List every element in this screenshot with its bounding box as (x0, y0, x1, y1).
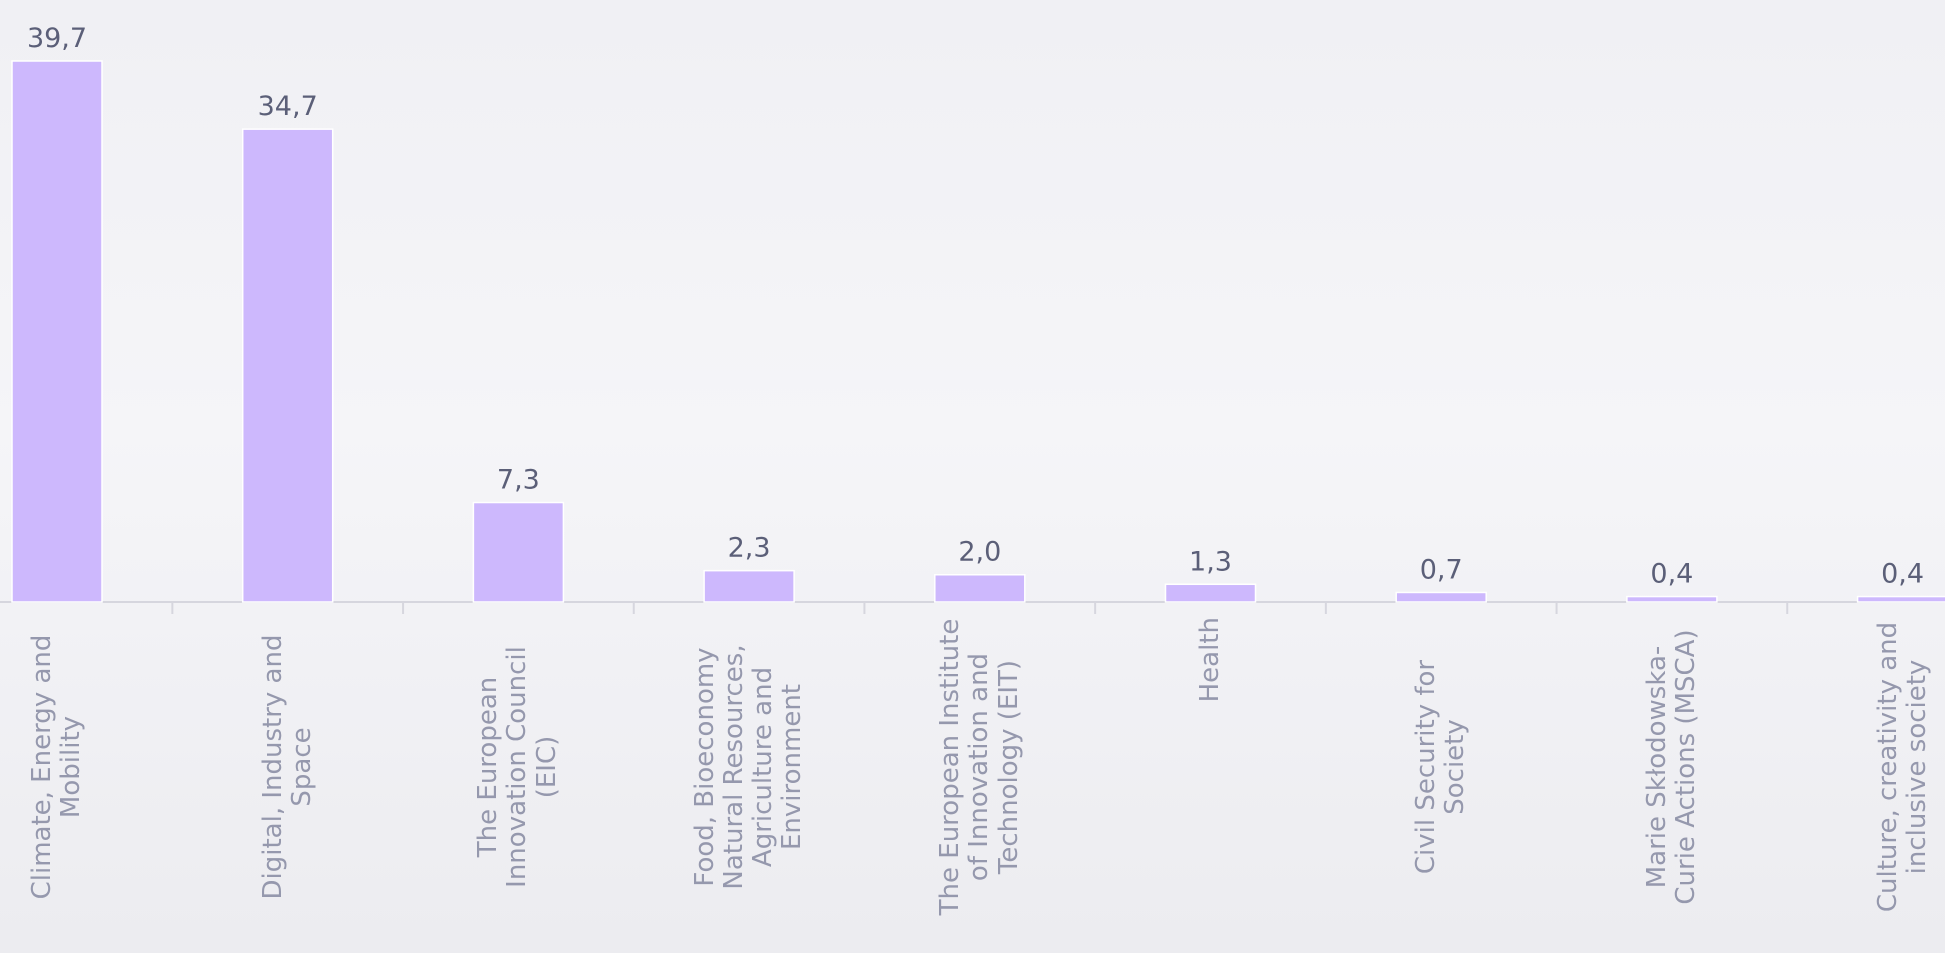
x-tick-label: Marie Skłodowska-Curie Actions (MSCA) (1643, 617, 1701, 917)
category-label-box: Health (1156, 617, 1266, 947)
value-label: 7,3 (497, 465, 540, 496)
value-label: 2,3 (728, 533, 771, 564)
x-tick-label: Digital, Industry and Space (259, 617, 317, 917)
x-tick-label: The European Institute of Innovation and… (936, 617, 1023, 917)
bar (1396, 592, 1486, 602)
value-label: 1,3 (1189, 546, 1232, 577)
bar (1627, 597, 1717, 602)
bar (243, 129, 333, 602)
x-tick-label: Health (1196, 617, 1225, 702)
x-tick-label: Culture, creativity and inclusive societ… (1873, 617, 1931, 917)
value-label: 34,7 (258, 91, 318, 122)
category-label-box: Food, Bioeconomy Natural Resources, Agri… (694, 617, 804, 947)
bar (1858, 597, 1945, 602)
bar (1166, 584, 1256, 602)
bar (935, 575, 1025, 602)
category-label-box: Culture, creativity and inclusive societ… (1848, 617, 1945, 947)
x-tick-label: Civil Security for Society (1412, 617, 1470, 917)
value-label: 0,7 (1420, 554, 1463, 585)
category-label-box: Civil Security for Society (1386, 617, 1496, 947)
page: 39,7 34,7 7,3 2,3 2,0 1,3 0,7 0,4 0,4 Climate, E… (0, 0, 1945, 953)
value-label: 0,4 (1881, 559, 1924, 590)
bar (12, 61, 102, 602)
category-label-box: Digital, Industry and Space (233, 617, 343, 947)
x-tick-label: Food, Bioeconomy Natural Resources, Agri… (691, 617, 807, 917)
value-label: 0,4 (1650, 559, 1693, 590)
category-label-box: Marie Skłodowska-Curie Actions (MSCA) (1617, 617, 1727, 947)
bar (704, 571, 794, 602)
x-tick-label: The European Innovation Council (EIC) (475, 617, 562, 917)
category-label-box: The European Innovation Council (EIC) (463, 617, 573, 947)
x-tick-label: Climate, Energy and Mobility (28, 617, 86, 917)
category-label-box: The European Institute of Innovation and… (925, 617, 1035, 947)
value-label: 39,7 (27, 23, 87, 54)
value-label: 2,0 (958, 537, 1001, 568)
category-label-box: Climate, Energy and Mobility (2, 617, 112, 947)
bar (473, 503, 563, 602)
